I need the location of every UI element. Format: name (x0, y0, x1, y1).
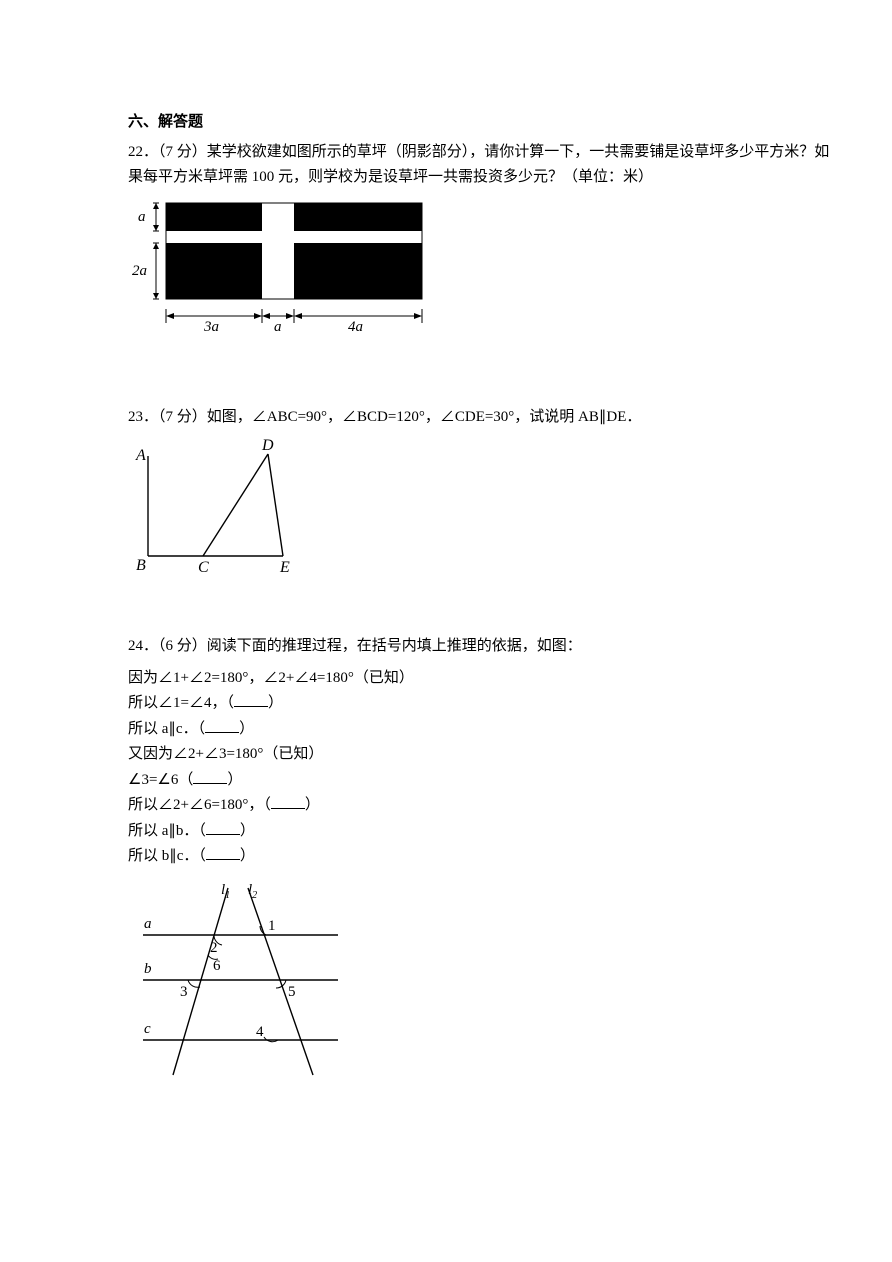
proof-line-3: 所以 a∥c．（） (128, 717, 842, 743)
proof-line-7: 所以 a∥b．（） (128, 819, 842, 845)
label-a: a (138, 209, 146, 225)
label-2a: 2a (132, 263, 147, 279)
proof-line-2: 所以∠1=∠4，（） (128, 691, 842, 717)
proof-line-8: 所以 b∥c．（） (128, 844, 842, 870)
label-a-bottom: a (274, 319, 282, 335)
proof-line-1: 因为∠1+∠2=180°，∠2+∠4=180°（已知） (128, 666, 842, 692)
label-line-c: c (144, 1021, 151, 1037)
label-D: D (261, 437, 274, 454)
problem-24-intro: 24．（6 分）阅读下面的推理过程，在括号内填上推理的依据，如图： (128, 634, 842, 660)
section-header: 六、解答题 (128, 110, 842, 136)
problem-23-figure: A B C D E (128, 436, 842, 586)
label-line-b: b (144, 961, 152, 977)
label-C: C (198, 559, 209, 576)
proof-line-6: 所以∠2+∠6=180°，（） (128, 793, 842, 819)
problem-23-text: 23．（7 分）如图，∠ABC=90°，∠BCD=120°，∠CDE=30°，试… (128, 405, 842, 431)
angle-diagram: A B C D E (128, 436, 328, 586)
parallel-lines-diagram: l1 l2 a b c 1 2 6 3 5 4 (128, 880, 358, 1080)
angle-2: 2 (210, 940, 218, 956)
lawn-diagram: a 2a (128, 197, 438, 357)
problem-22: 22．（7 分）某学校欲建如图所示的草坪（阴影部分），请你计算一下，一共需要铺是… (128, 140, 842, 357)
problem-24-figure: l1 l2 a b c 1 2 6 3 5 4 (128, 880, 842, 1080)
angle-4: 4 (256, 1024, 264, 1040)
angle-5: 5 (288, 984, 296, 1000)
proof-line-4: 又因为∠2+∠3=180°（已知） (128, 742, 842, 768)
label-A: A (135, 447, 146, 464)
label-3a: 3a (203, 319, 219, 335)
label-4a: 4a (348, 319, 363, 335)
problem-22-text: 22．（7 分）某学校欲建如图所示的草坪（阴影部分），请你计算一下，一共需要铺是… (128, 140, 842, 191)
problem-22-figure: a 2a (128, 197, 842, 357)
angle-1: 1 (268, 918, 276, 934)
label-E: E (279, 559, 290, 576)
angle-6: 6 (213, 958, 221, 974)
svg-text:l1: l1 (221, 882, 230, 901)
label-B: B (136, 557, 146, 574)
problem-23: 23．（7 分）如图，∠ABC=90°，∠BCD=120°，∠CDE=30°，试… (128, 405, 842, 587)
label-line-a: a (144, 916, 152, 932)
svg-text:l2: l2 (248, 882, 257, 901)
proof-line-5: ∠3=∠6（） (128, 768, 842, 794)
angle-3: 3 (180, 984, 188, 1000)
problem-24: 24．（6 分）阅读下面的推理过程，在括号内填上推理的依据，如图： 因为∠1+∠… (128, 634, 842, 1080)
